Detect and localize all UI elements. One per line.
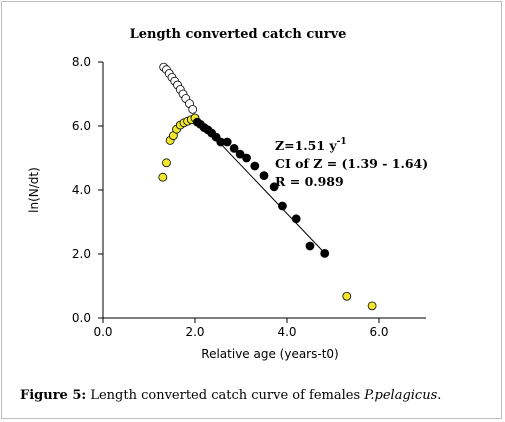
x-axis-label: Relative age (years-t0)	[201, 347, 338, 361]
catch-curve-chart: Length converted catch curve 0.0 2.0 4.0 6.…	[27, 27, 428, 361]
data-point	[158, 172, 168, 182]
data-point	[320, 248, 330, 258]
z-annotation: Z=1.51 y-1	[275, 137, 347, 153]
data-point	[269, 182, 279, 192]
data-point	[222, 137, 232, 147]
y-axis-label: ln(N/dt)	[27, 167, 41, 213]
x-tick-label: 2.0	[185, 325, 204, 339]
data-point	[235, 149, 245, 159]
data-point	[250, 161, 260, 171]
data-point	[305, 241, 315, 251]
data-point	[291, 214, 301, 224]
species-name: P.pelagicus	[364, 388, 438, 403]
figure-caption: Figure 5: Length converted catch curve o…	[20, 388, 490, 403]
r-annotation: R = 0.989	[275, 174, 344, 189]
y-tick-label: 0.0	[72, 311, 91, 325]
data-point	[229, 143, 239, 153]
data-point	[242, 153, 251, 163]
z-annotation-exponent: -1	[337, 137, 347, 147]
figure-label: Figure 5:	[20, 388, 87, 403]
y-tick-label: 8.0	[72, 55, 91, 69]
y-tick-label: 2.0	[72, 247, 91, 261]
x-tick-label: 4.0	[277, 325, 296, 339]
data-markers	[158, 62, 377, 311]
y-tick-label: 4.0	[72, 183, 91, 197]
data-point	[188, 104, 198, 114]
y-tick-label: 6.0	[72, 119, 91, 133]
data-point	[367, 301, 377, 311]
ticks: 0.0 2.0 4.0 6.0 8.0 0.0 2.0 4.0 6.0	[72, 55, 389, 339]
data-point	[162, 158, 171, 168]
ci-annotation: CI of Z = (1.39 - 1.64)	[275, 156, 428, 171]
caption-end: .	[437, 388, 442, 403]
chart-title: Length converted catch curve	[130, 27, 347, 42]
data-point	[259, 171, 269, 181]
z-annotation-value: Z=1.51 y	[275, 138, 337, 153]
x-tick-label: 0.0	[93, 325, 112, 339]
caption-text: Length converted catch curve of females	[86, 388, 365, 403]
data-point	[342, 291, 352, 301]
x-tick-label: 6.0	[369, 325, 388, 339]
data-point	[277, 201, 287, 211]
